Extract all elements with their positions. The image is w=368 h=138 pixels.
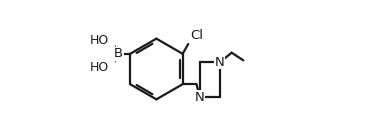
Text: HO: HO: [90, 34, 109, 47]
Text: N: N: [195, 91, 205, 104]
Text: B: B: [114, 47, 123, 60]
Text: Cl: Cl: [190, 29, 203, 42]
Text: HO: HO: [90, 61, 109, 74]
Text: N: N: [215, 56, 225, 69]
